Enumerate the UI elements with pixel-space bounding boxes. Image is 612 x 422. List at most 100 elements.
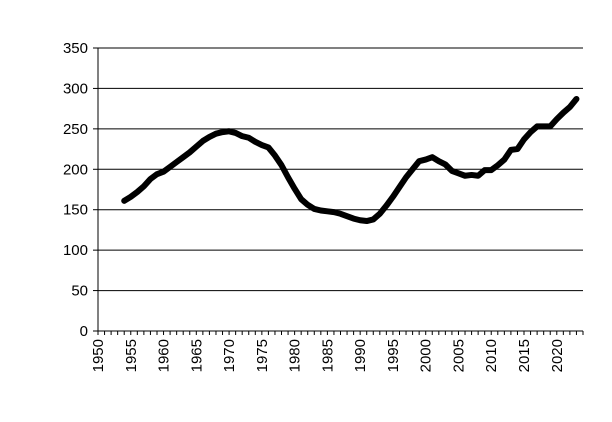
data-point — [137, 191, 138, 192]
data-point — [314, 208, 315, 209]
x-tick-label: 2010 — [483, 339, 500, 372]
data-point — [347, 216, 348, 217]
data-point — [255, 141, 256, 142]
data-point — [242, 136, 243, 137]
data-point — [510, 149, 511, 150]
x-tick-label: 2020 — [549, 339, 566, 372]
x-tick-label: 2000 — [418, 339, 435, 372]
x-tick-label: 1960 — [156, 339, 173, 372]
data-point — [524, 139, 525, 140]
data-point — [301, 199, 302, 200]
data-point — [307, 204, 308, 205]
x-tick-label: 2005 — [450, 339, 467, 372]
data-point — [451, 170, 452, 171]
y-tick-label: 350 — [63, 40, 88, 57]
data-point — [170, 166, 171, 167]
data-point — [497, 165, 498, 166]
x-tick-label: 1950 — [90, 339, 107, 372]
data-point — [189, 152, 190, 153]
series-line-0 — [121, 95, 580, 225]
data-point — [556, 119, 557, 120]
x-tick-label: 1985 — [319, 339, 336, 372]
data-point — [202, 140, 203, 141]
data-point — [248, 137, 249, 138]
series-layer — [121, 95, 580, 225]
data-point — [196, 146, 197, 147]
axis-layer — [93, 47, 584, 335]
data-point — [209, 136, 210, 137]
data-point — [419, 161, 420, 162]
data-point — [445, 164, 446, 165]
data-point — [458, 173, 459, 174]
data-point — [537, 126, 538, 127]
x-tick-label: 1955 — [123, 339, 140, 372]
data-point — [412, 169, 413, 170]
x-tick-label: 1980 — [287, 339, 304, 372]
data-point — [432, 157, 433, 158]
data-point — [353, 218, 354, 219]
data-point — [563, 112, 564, 113]
data-point — [163, 171, 164, 172]
y-tick-label: 150 — [63, 202, 88, 219]
data-point — [530, 132, 531, 133]
data-point — [274, 155, 275, 156]
data-point — [373, 219, 374, 220]
y-tick-label: 100 — [63, 242, 88, 259]
data-point — [124, 200, 125, 201]
tick-label-layer: 0 50 100 150 200 250 300 350 1950 1955 1960 1965 197… — [63, 40, 566, 372]
data-point — [471, 174, 472, 175]
data-point — [268, 147, 269, 148]
data-point — [569, 107, 570, 108]
x-tick-label: 1965 — [188, 339, 205, 372]
data-point — [229, 131, 230, 132]
data-point — [176, 162, 177, 163]
data-point — [438, 161, 439, 162]
data-point — [222, 132, 223, 133]
data-point — [386, 205, 387, 206]
y-tick-label: 250 — [63, 121, 88, 138]
data-point — [360, 220, 361, 221]
data-point — [281, 165, 282, 166]
x-tick-label: 1970 — [221, 339, 238, 372]
x-tick-label: 1990 — [352, 339, 369, 372]
data-point — [130, 196, 131, 197]
x-tick-label: 1975 — [254, 339, 271, 372]
data-point — [320, 210, 321, 211]
y-tick-label: 300 — [63, 80, 88, 97]
data-point — [183, 157, 184, 158]
data-point — [484, 170, 485, 171]
data-point — [366, 221, 367, 222]
data-point — [491, 170, 492, 171]
y-tick-label: 50 — [71, 283, 88, 300]
data-point — [399, 187, 400, 188]
data-point — [543, 126, 544, 127]
data-point — [576, 98, 577, 99]
data-point — [379, 213, 380, 214]
data-point — [406, 177, 407, 178]
data-point — [327, 211, 328, 212]
data-point — [288, 177, 289, 178]
data-point — [340, 213, 341, 214]
grid-layer — [98, 47, 583, 292]
x-tick-label: 1995 — [385, 339, 402, 372]
y-tick-label: 0 — [80, 323, 88, 340]
x-tick-label: 2015 — [516, 339, 533, 372]
data-point — [235, 132, 236, 133]
y-tick-label: 200 — [63, 161, 88, 178]
data-point — [150, 178, 151, 179]
data-point — [465, 175, 466, 176]
data-point — [156, 174, 157, 175]
data-point — [425, 159, 426, 160]
data-point — [143, 186, 144, 187]
data-point — [504, 159, 505, 160]
data-point — [550, 126, 551, 127]
data-point — [392, 196, 393, 197]
data-point — [333, 212, 334, 213]
data-point — [478, 175, 479, 176]
data-point — [294, 188, 295, 189]
data-point — [215, 133, 216, 134]
data-point — [261, 145, 262, 146]
data-point — [517, 149, 518, 150]
